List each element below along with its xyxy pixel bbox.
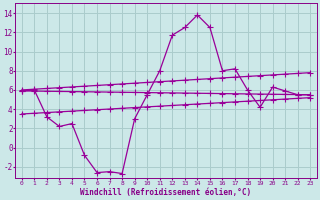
X-axis label: Windchill (Refroidissement éolien,°C): Windchill (Refroidissement éolien,°C) — [80, 188, 252, 197]
